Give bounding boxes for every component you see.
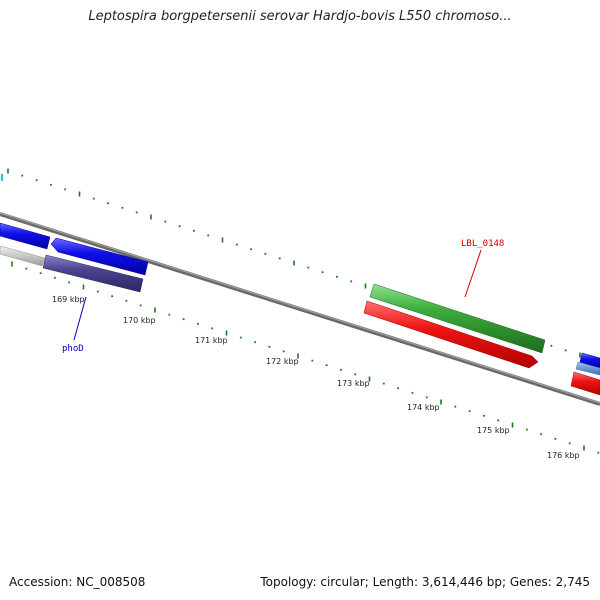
map-title: Leptospira borgpetersenii serovar Hardjo…	[88, 9, 512, 24]
tick-label: 174 kbp	[407, 403, 440, 412]
label-leader-line	[464, 249, 482, 298]
backbone-line	[0, 212, 600, 406]
gene-feature[interactable]	[0, 245, 46, 267]
genome-summary-text: Topology: circular; Length: 3,614,446 bp…	[260, 575, 590, 589]
backbone-highlight	[0, 212, 600, 404]
gene-feature-LBL_0148[interactable]	[369, 283, 546, 354]
gene-feature[interactable]	[579, 352, 600, 369]
gene-feature[interactable]	[50, 237, 149, 276]
tick-label: 175 kbp	[477, 426, 510, 435]
tick-label: 172 kbp	[266, 357, 299, 366]
gene-feature[interactable]	[570, 371, 600, 396]
gene-feature[interactable]	[363, 300, 539, 369]
accession-text: Accession: NC_008508	[9, 575, 146, 589]
gene-feature[interactable]	[575, 361, 600, 376]
tick-label: 176 kbp	[547, 451, 580, 460]
tick-label: 169 kbp	[52, 295, 85, 304]
tick-label: 170 kbp	[123, 316, 156, 325]
tick-label: 173 kbp	[337, 379, 370, 388]
tick-label: 171 kbp	[195, 336, 228, 345]
gene-label-phoD[interactable]: phoD	[62, 344, 84, 354]
tick-track-inner	[11, 261, 600, 454]
gene-feature[interactable]	[42, 254, 144, 293]
label-leader-line	[73, 296, 87, 341]
gene-label-LBL_0148[interactable]: LBL_0148	[461, 239, 504, 249]
gene-feature[interactable]	[0, 222, 51, 250]
